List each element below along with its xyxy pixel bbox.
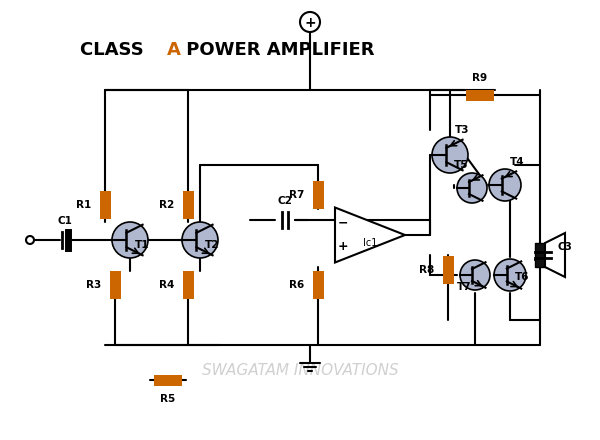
Bar (100, 191, 110, 219)
Circle shape (494, 259, 526, 291)
Circle shape (26, 236, 34, 244)
Text: R4: R4 (158, 280, 174, 290)
Text: C2: C2 (278, 196, 292, 206)
Text: R1: R1 (76, 200, 91, 210)
Bar (182, 271, 193, 299)
Text: SWAGATAM INNOVATIONS: SWAGATAM INNOVATIONS (202, 363, 398, 378)
Text: R3: R3 (86, 280, 101, 290)
Bar (466, 89, 494, 100)
Text: T7: T7 (457, 282, 472, 292)
Text: T5: T5 (454, 160, 469, 170)
Text: T4: T4 (510, 157, 524, 167)
Text: T2: T2 (205, 240, 220, 250)
Text: R5: R5 (160, 394, 176, 404)
Text: +: + (304, 16, 316, 30)
Polygon shape (545, 233, 565, 277)
Text: T1: T1 (135, 240, 149, 250)
Text: +: + (338, 240, 349, 253)
Text: R6: R6 (289, 280, 304, 290)
Circle shape (300, 12, 320, 32)
Bar (154, 374, 182, 385)
Circle shape (489, 169, 521, 201)
Text: T6: T6 (515, 272, 530, 282)
Bar (443, 256, 454, 284)
Circle shape (457, 173, 487, 203)
Bar (313, 271, 323, 299)
Text: R9: R9 (472, 73, 488, 83)
Bar (110, 271, 121, 299)
Circle shape (432, 137, 468, 173)
Text: C3: C3 (557, 242, 572, 252)
Bar (313, 181, 323, 209)
Bar (535, 243, 545, 267)
Text: POWER AMPLIFIER: POWER AMPLIFIER (180, 41, 374, 59)
Polygon shape (335, 208, 405, 263)
Text: A: A (167, 41, 181, 59)
Text: CLASS: CLASS (80, 41, 150, 59)
Circle shape (460, 260, 490, 290)
Text: Ic1: Ic1 (363, 238, 377, 248)
Text: R8: R8 (419, 265, 434, 275)
Circle shape (112, 222, 148, 258)
Bar (182, 191, 193, 219)
Text: R2: R2 (159, 200, 174, 210)
Text: C1: C1 (58, 216, 73, 226)
Text: −: − (338, 217, 348, 230)
Text: R7: R7 (289, 190, 304, 200)
Circle shape (182, 222, 218, 258)
Text: T3: T3 (455, 125, 470, 135)
